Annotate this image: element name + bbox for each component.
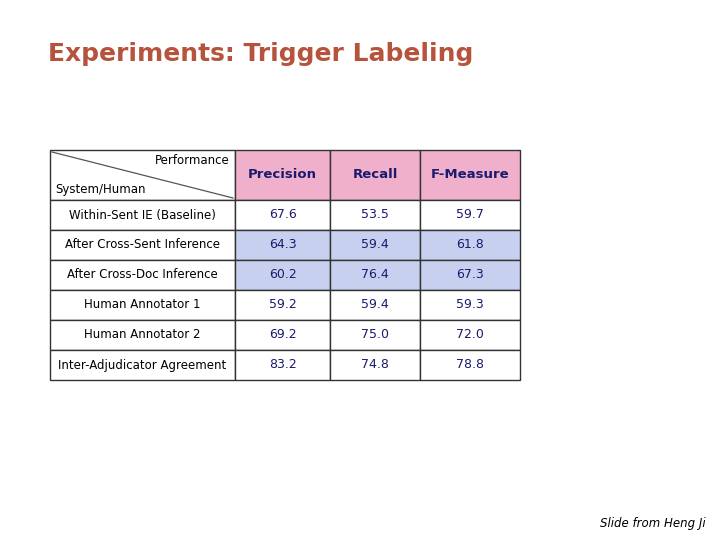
- Text: System/Human: System/Human: [55, 183, 145, 196]
- Bar: [330, 150, 420, 200]
- Bar: [420, 150, 520, 200]
- Text: After Cross-Sent Inference: After Cross-Sent Inference: [65, 239, 220, 252]
- Bar: [50, 260, 235, 290]
- Text: 69.2: 69.2: [269, 328, 297, 341]
- Bar: [330, 200, 420, 230]
- Text: 60.2: 60.2: [269, 268, 297, 281]
- Bar: [235, 350, 330, 380]
- Text: 74.8: 74.8: [361, 359, 389, 372]
- Text: 59.7: 59.7: [456, 208, 484, 221]
- Text: Performance: Performance: [156, 154, 230, 167]
- Bar: [330, 320, 420, 350]
- Bar: [330, 260, 420, 290]
- Text: Inter-Adjudicator Agreement: Inter-Adjudicator Agreement: [58, 359, 227, 372]
- Text: 76.4: 76.4: [361, 268, 389, 281]
- Text: 72.0: 72.0: [456, 328, 484, 341]
- Text: 78.8: 78.8: [456, 359, 484, 372]
- Text: 75.0: 75.0: [361, 328, 389, 341]
- Text: Precision: Precision: [248, 168, 317, 181]
- Text: Human Annotator 1: Human Annotator 1: [84, 299, 201, 312]
- Text: 83.2: 83.2: [269, 359, 297, 372]
- Text: Recall: Recall: [352, 168, 397, 181]
- Text: Human Annotator 2: Human Annotator 2: [84, 328, 201, 341]
- Text: 64.3: 64.3: [269, 239, 297, 252]
- Text: 67.6: 67.6: [269, 208, 297, 221]
- Bar: [235, 150, 330, 200]
- Bar: [50, 200, 235, 230]
- Bar: [50, 230, 235, 260]
- Text: Experiments: Trigger Labeling: Experiments: Trigger Labeling: [48, 42, 473, 66]
- Bar: [50, 350, 235, 380]
- Bar: [330, 230, 420, 260]
- Bar: [420, 320, 520, 350]
- Text: 67.3: 67.3: [456, 268, 484, 281]
- Bar: [420, 230, 520, 260]
- Text: 59.2: 59.2: [269, 299, 297, 312]
- Bar: [420, 260, 520, 290]
- Bar: [235, 290, 330, 320]
- Text: 59.3: 59.3: [456, 299, 484, 312]
- Bar: [420, 290, 520, 320]
- Text: 61.8: 61.8: [456, 239, 484, 252]
- Bar: [330, 350, 420, 380]
- Text: Slide from Heng Ji: Slide from Heng Ji: [600, 517, 706, 530]
- Bar: [235, 200, 330, 230]
- Text: 53.5: 53.5: [361, 208, 389, 221]
- Text: 59.4: 59.4: [361, 299, 389, 312]
- Bar: [235, 320, 330, 350]
- Text: Within-Sent IE (Baseline): Within-Sent IE (Baseline): [69, 208, 216, 221]
- Bar: [235, 260, 330, 290]
- Bar: [50, 150, 235, 200]
- Bar: [330, 290, 420, 320]
- Text: 59.4: 59.4: [361, 239, 389, 252]
- Bar: [235, 230, 330, 260]
- Text: After Cross-Doc Inference: After Cross-Doc Inference: [67, 268, 218, 281]
- Bar: [420, 350, 520, 380]
- Bar: [420, 200, 520, 230]
- Bar: [50, 290, 235, 320]
- Bar: [50, 320, 235, 350]
- Text: F-Measure: F-Measure: [431, 168, 509, 181]
